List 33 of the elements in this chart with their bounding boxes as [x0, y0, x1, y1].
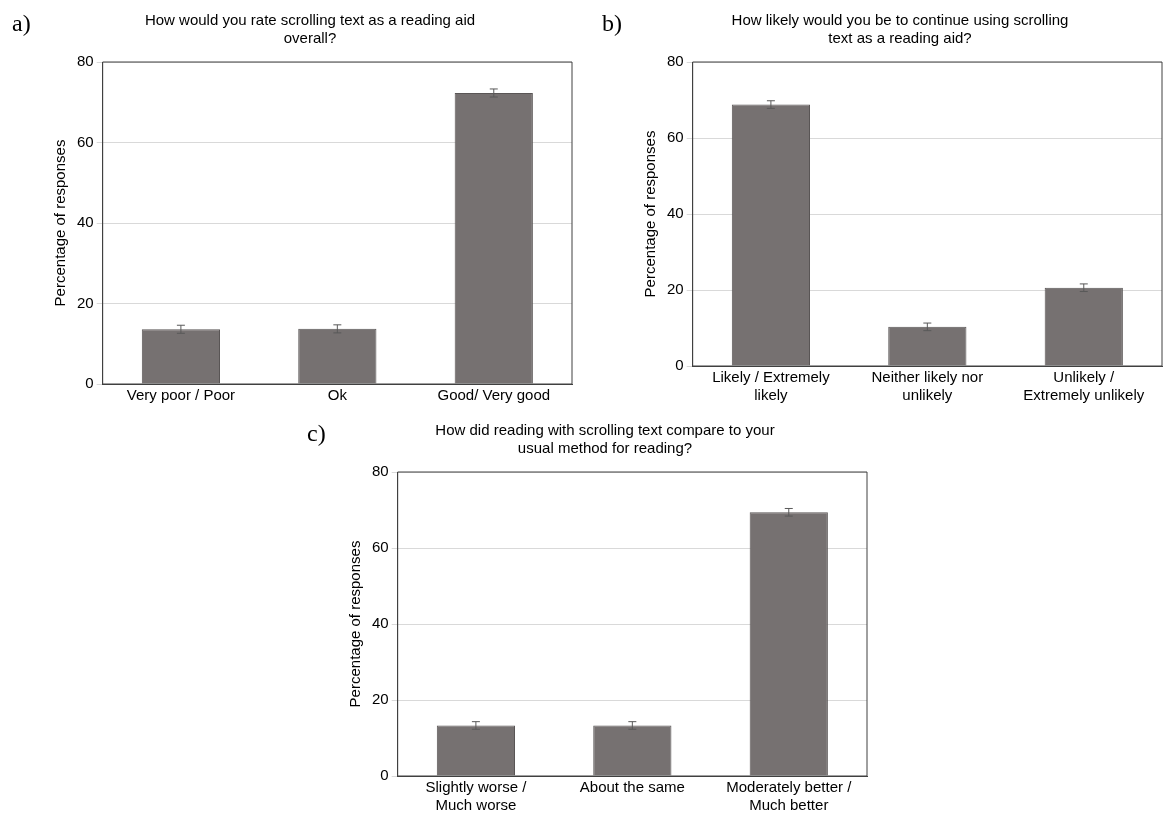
x-tick-label: Very poor / Poor — [126, 386, 236, 404]
x-tick-label: Unlikely / Extremely unlikely — [1023, 368, 1145, 404]
y-tick-label: 0 — [675, 356, 684, 374]
text: c) — [307, 420, 326, 447]
text: b) — [602, 10, 622, 37]
y-tick-label: 80 — [667, 52, 684, 70]
y-tick-label: 0 — [85, 374, 94, 392]
x-tick-label: Neither likely nor unlikely — [871, 368, 984, 404]
y-axis-title: Percentage of responses — [51, 139, 69, 307]
y-tick-label: 80 — [77, 52, 94, 70]
y-tick-label: 80 — [372, 462, 389, 480]
x-tick-label: Good/ Very good — [437, 386, 551, 404]
x-tick-label: Ok — [327, 386, 348, 404]
chart-title: How likely would you be to continue using scrolling text as a reading aid? — [731, 11, 1069, 47]
y-tick-label: 40 — [77, 213, 94, 231]
y-axis-title: Percentage of responses — [346, 540, 364, 708]
y-tick-label: 20 — [77, 293, 94, 311]
y-tick-label: 60 — [372, 538, 389, 556]
x-tick-label: Likely / Extremely likely — [712, 368, 831, 404]
x-tick-label: Moderately better / Much better — [726, 778, 853, 814]
y-tick-label: 40 — [372, 614, 389, 632]
chart-title: How would you rate scrolling text as a reading aid overall? — [144, 11, 476, 47]
y-tick-label: 40 — [667, 204, 684, 222]
y-tick-label: 60 — [77, 132, 94, 150]
y-tick-label: 60 — [667, 128, 684, 146]
x-tick-label: About the same — [579, 778, 685, 796]
chart-title: How did reading with scrolling text compare to your usual method for reading? — [435, 421, 775, 457]
x-tick-label: Slightly worse / Much worse — [425, 778, 528, 814]
y-tick-label: 0 — [380, 766, 389, 784]
y-tick-label: 20 — [372, 690, 389, 708]
y-axis-title: Percentage of responses — [641, 130, 659, 298]
text: a) — [12, 10, 31, 37]
y-tick-label: 20 — [667, 280, 684, 298]
